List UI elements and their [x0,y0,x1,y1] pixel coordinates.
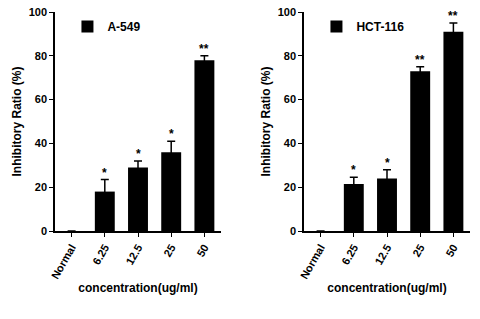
svg-text:Normal: Normal [298,242,327,281]
svg-text:6.25: 6.25 [90,242,111,267]
svg-text:*: * [102,166,107,180]
svg-text:50: 50 [194,242,211,259]
svg-text:12.5: 12.5 [372,242,393,267]
svg-text:25: 25 [410,242,427,259]
svg-text:HCT-116: HCT-116 [356,20,404,34]
svg-text:20: 20 [284,181,296,193]
svg-text:**: ** [199,42,209,56]
svg-text:**: ** [415,53,425,67]
svg-text:100: 100 [29,6,47,18]
svg-text:*: * [351,163,356,177]
svg-text:12.5: 12.5 [123,242,144,267]
svg-text:Inhibitory Ratio (%): Inhibitory Ratio (%) [259,67,273,177]
svg-text:60: 60 [284,93,296,105]
svg-text:Inhibitory Ratio (%): Inhibitory Ratio (%) [10,67,24,177]
svg-text:40: 40 [284,137,296,149]
svg-text:25: 25 [161,242,178,259]
svg-text:40: 40 [35,137,47,149]
svg-text:concentration(ug/ml): concentration(ug/ml) [78,281,197,295]
svg-text:6.25: 6.25 [339,242,360,267]
svg-text:80: 80 [35,50,47,62]
svg-text:concentration(ug/ml): concentration(ug/ml) [327,281,446,295]
svg-text:80: 80 [284,50,296,62]
svg-text:*: * [169,127,174,141]
svg-text:50: 50 [443,242,460,259]
svg-text:Normal: Normal [49,242,78,281]
svg-text:**: ** [448,9,458,23]
svg-text:0: 0 [290,225,296,237]
svg-text:20: 20 [35,181,47,193]
svg-text:60: 60 [35,93,47,105]
svg-text:*: * [136,147,141,161]
svg-text:A-549: A-549 [107,20,140,34]
svg-text:*: * [385,156,390,170]
svg-text:100: 100 [278,6,296,18]
svg-text:0: 0 [41,225,47,237]
